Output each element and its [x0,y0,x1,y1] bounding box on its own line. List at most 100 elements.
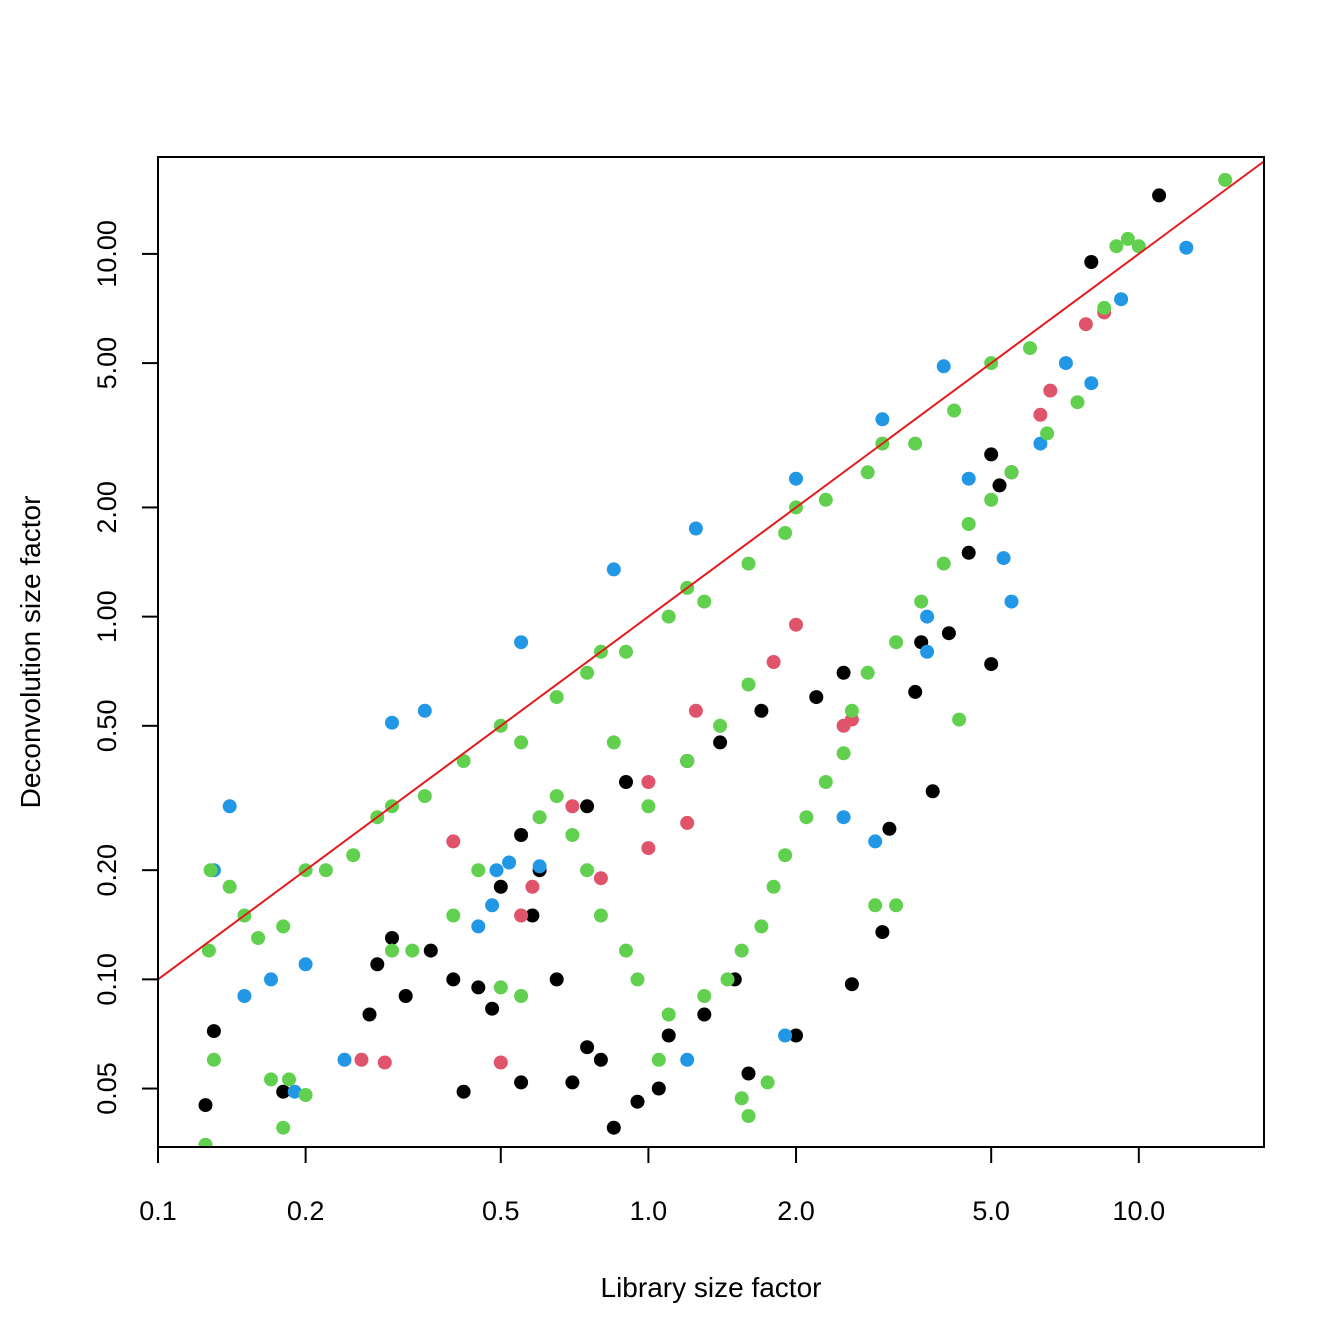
y-tick-label: 5.00 [92,337,122,390]
data-point [354,1052,369,1067]
data-point [298,957,313,972]
data-point [405,943,420,958]
data-point [362,1007,377,1022]
data-point [720,972,735,987]
y-tick-label: 10.00 [92,220,122,288]
data-point [680,815,695,830]
data-point [688,703,703,718]
data-point [606,735,621,750]
data-point [1109,239,1124,254]
data-point [1004,465,1019,480]
data-point [766,879,781,894]
data-point [688,521,703,536]
data-point [203,863,218,878]
data-point [952,712,967,727]
data-point [661,609,676,624]
data-point [471,863,486,878]
data-point [1084,376,1099,391]
data-point [493,980,508,995]
reference-line-layer [158,160,1264,981]
x-tick-label: 0.5 [482,1196,520,1226]
data-point [920,609,935,624]
data-point [1070,395,1085,410]
data-point [525,908,540,923]
data-point [741,677,756,692]
data-point [493,879,508,894]
data-point [860,465,875,480]
data-point [778,1028,793,1043]
data-point [593,908,608,923]
data-point [641,841,656,856]
data-point [984,447,999,462]
y-axis-title: Deconvolution size factor [15,496,46,809]
data-point [385,943,399,958]
data-point [641,799,656,814]
data-point [206,1052,221,1067]
data-point [680,754,695,768]
data-point [651,1052,666,1067]
data-point [471,980,486,995]
data-point [514,1075,529,1090]
data-point [489,863,504,878]
data-point [251,931,266,945]
data-point [206,1024,221,1039]
data-point [875,412,890,427]
data-point [1131,239,1146,254]
data-point [630,1094,645,1109]
data-point [619,775,633,789]
data-point [1114,292,1129,307]
data-point [580,665,595,680]
data-point [237,989,252,1003]
y-tick-label: 0.10 [92,953,122,1006]
data-point [914,594,929,609]
data-point [1179,240,1194,255]
data-point [385,931,399,945]
x-tick-label: 2.0 [777,1196,815,1226]
data-point [385,715,399,730]
data-point [868,834,883,849]
data-point [580,799,595,814]
data-point [493,1055,508,1070]
data-point [961,471,976,486]
data-point [936,556,951,571]
data-point [984,657,999,672]
data-point [201,943,216,958]
data-point [741,1109,756,1123]
data-point [789,1028,803,1043]
data-point [377,1055,392,1070]
data-point [514,735,529,750]
data-point [417,789,432,804]
data-point [961,545,976,560]
data-point [264,1072,278,1087]
series-3 [198,172,1233,1147]
x-tick-label: 5.0 [972,1196,1010,1226]
data-point [992,478,1007,493]
data-point [766,655,781,669]
data-point [947,403,962,418]
data-point [565,828,580,842]
data-point [996,551,1011,566]
data-point [446,908,461,923]
data-point [298,1088,313,1102]
x-tick-label: 10.0 [1113,1196,1166,1226]
data-point [417,703,432,718]
data-point [282,1072,296,1087]
data-point [337,1052,352,1067]
data-point [875,925,890,940]
data-point [936,359,951,374]
data-point [1078,317,1093,332]
data-point [514,908,529,923]
data-point [941,626,956,641]
data-point [446,972,461,987]
data-point [1120,231,1135,246]
y-tick-label: 1.00 [92,590,122,643]
data-point [1033,407,1048,422]
data-point [532,810,547,825]
x-axis: 0.1 0.2 0.5 1.0 2.0 5.0 10.0 [139,1146,1166,1226]
data-point [789,471,803,486]
data-point [1043,383,1058,398]
data-point [661,1028,676,1043]
data-point [370,957,385,972]
data-point [868,898,883,913]
data-point [471,919,486,934]
